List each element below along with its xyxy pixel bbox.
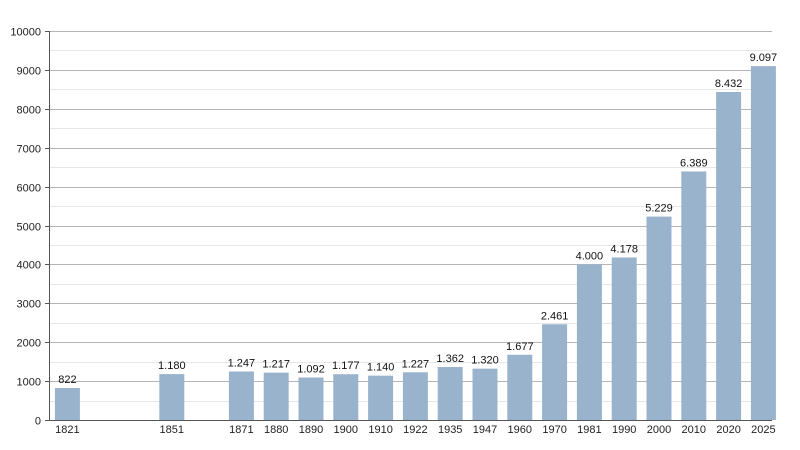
bar-1922 <box>402 372 428 420</box>
x-tick-label-1960: 1960 <box>508 424 532 436</box>
value-label-1910: 1.140 <box>367 362 395 374</box>
bar-1947 <box>472 368 498 420</box>
y-tick-label: 4000 <box>17 260 41 272</box>
value-label-2000: 5.229 <box>645 203 673 215</box>
x-tick-label-1990: 1990 <box>612 424 636 436</box>
y-tick-label: 2000 <box>17 338 41 350</box>
bar-2020 <box>716 91 742 420</box>
bar-2010 <box>681 171 707 420</box>
value-label-1922: 1.227 <box>402 358 430 370</box>
y-tick-label: 10000 <box>10 27 41 39</box>
y-tick-label: 6000 <box>17 183 41 195</box>
x-tick-label-1851: 1851 <box>160 424 184 436</box>
data-labels: 822 1.180 1.247 1.217 1.092 1.177 1.140 1.227 1.… <box>58 52 777 386</box>
bar-1880 <box>263 372 289 420</box>
value-label-1981: 4.000 <box>576 250 604 262</box>
y-tick-label: 9000 <box>17 66 41 78</box>
bar-1821 <box>54 388 80 420</box>
bar-2025 <box>750 66 776 420</box>
bar-1851 <box>159 374 185 420</box>
value-label-1960: 1.677 <box>506 341 534 353</box>
x-tick-label-1947: 1947 <box>473 424 497 436</box>
x-tick-label-1935: 1935 <box>438 424 462 436</box>
value-label-1970: 2.461 <box>541 310 569 322</box>
bar-1910 <box>368 375 394 420</box>
bar-1981 <box>576 264 602 420</box>
y-tick-label: 5000 <box>17 222 41 234</box>
x-tick-label-1900: 1900 <box>334 424 358 436</box>
y-tick-label: 0 <box>35 416 41 428</box>
x-tick-label-1890: 1890 <box>299 424 323 436</box>
bar-1970 <box>542 324 568 420</box>
x-tick-label-1871: 1871 <box>229 424 253 436</box>
value-label-1871: 1.247 <box>228 357 256 369</box>
value-label-1880: 1.217 <box>262 359 290 371</box>
value-label-1947: 1.320 <box>471 355 499 367</box>
value-label-2010: 6.389 <box>680 157 708 169</box>
value-label-1900: 1.177 <box>332 360 360 372</box>
value-label-1821: 822 <box>58 374 76 386</box>
bar-1871 <box>228 371 254 420</box>
y-tick-label: 3000 <box>17 299 41 311</box>
value-label-1935: 1.362 <box>436 353 464 365</box>
y-tick-label: 7000 <box>17 144 41 156</box>
y-axis: 0 1000 2000 3000 4000 5000 6000 7000 8000 9000 100… <box>10 27 50 428</box>
value-label-1990: 4.178 <box>610 243 638 255</box>
bar-2000 <box>646 216 672 420</box>
x-axis: 1821 1851 1871 1880 1890 1900 1910 1922 1935 1947… <box>55 424 775 436</box>
x-tick-label-2025: 2025 <box>751 424 775 436</box>
bars <box>54 66 776 420</box>
x-tick-label-1981: 1981 <box>577 424 601 436</box>
x-tick-label-2010: 2010 <box>682 424 706 436</box>
x-tick-label-1821: 1821 <box>55 424 79 436</box>
bar-1890 <box>298 377 324 420</box>
bar-1960 <box>507 354 533 420</box>
x-tick-label-1910: 1910 <box>368 424 392 436</box>
value-label-1890: 1.092 <box>297 364 325 376</box>
value-label-2025: 9.097 <box>750 52 778 64</box>
x-tick-label-1922: 1922 <box>403 424 427 436</box>
bar-1990 <box>611 257 637 420</box>
bar-1935 <box>437 367 463 420</box>
x-tick-label-2000: 2000 <box>647 424 671 436</box>
x-tick-label-2020: 2020 <box>716 424 740 436</box>
value-label-2020: 8.432 <box>715 78 743 90</box>
bar-1900 <box>333 374 359 420</box>
y-tick-label: 8000 <box>17 105 41 117</box>
value-label-1851: 1.180 <box>158 360 186 372</box>
x-tick-label-1970: 1970 <box>542 424 566 436</box>
x-tick-label-1880: 1880 <box>264 424 288 436</box>
y-tick-label: 1000 <box>17 377 41 389</box>
